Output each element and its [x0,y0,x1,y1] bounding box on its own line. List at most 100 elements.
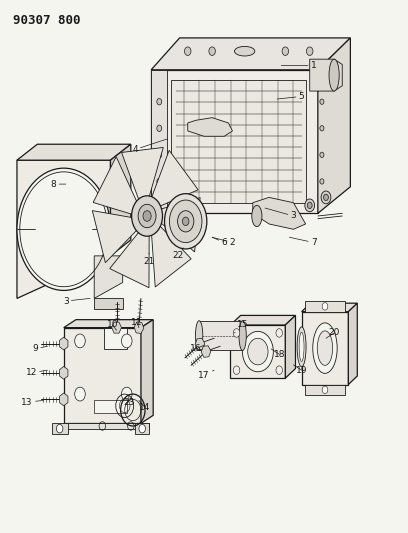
Circle shape [169,200,202,243]
Circle shape [305,199,315,212]
Circle shape [276,329,282,337]
Polygon shape [17,144,131,160]
Circle shape [75,387,85,401]
Circle shape [157,125,162,132]
Circle shape [139,424,145,433]
Text: 4: 4 [132,139,167,154]
Polygon shape [195,338,205,350]
Circle shape [248,338,268,365]
Text: 19: 19 [293,365,307,375]
Circle shape [164,193,207,249]
Polygon shape [112,322,122,333]
Polygon shape [135,423,149,434]
Circle shape [75,334,85,348]
Polygon shape [253,197,306,229]
Text: 5: 5 [277,92,304,101]
Circle shape [157,152,162,158]
Text: 17: 17 [198,370,214,380]
Circle shape [138,204,156,228]
Polygon shape [310,59,342,91]
Circle shape [143,211,151,221]
Text: 11: 11 [131,318,143,328]
Polygon shape [60,393,68,406]
Polygon shape [201,346,211,357]
Text: 2: 2 [212,237,235,247]
Text: 9: 9 [32,344,47,353]
Polygon shape [64,320,153,328]
Polygon shape [152,150,198,206]
Text: 12: 12 [26,368,47,377]
Ellipse shape [299,332,304,361]
Ellipse shape [239,321,246,351]
Polygon shape [348,303,357,384]
Polygon shape [110,233,149,288]
Polygon shape [171,80,306,203]
Circle shape [177,211,194,232]
Circle shape [157,178,162,184]
Text: 23: 23 [123,395,135,407]
Polygon shape [305,384,345,395]
Ellipse shape [235,46,255,56]
Polygon shape [122,148,163,199]
Polygon shape [318,38,350,213]
Circle shape [132,196,162,236]
Polygon shape [94,400,127,413]
Polygon shape [199,321,243,351]
Text: 15: 15 [235,320,248,333]
Circle shape [122,387,132,401]
Text: 21: 21 [144,253,155,265]
Circle shape [320,179,324,184]
Circle shape [320,99,324,104]
Polygon shape [104,328,127,349]
Ellipse shape [252,205,262,227]
Polygon shape [17,160,111,298]
Text: 1: 1 [281,61,317,70]
Text: 90307 800: 90307 800 [13,14,80,27]
Text: 16: 16 [190,344,204,353]
Circle shape [233,329,240,337]
Circle shape [276,366,282,374]
Polygon shape [302,312,348,384]
Polygon shape [92,211,136,263]
Polygon shape [162,198,200,252]
Polygon shape [51,423,68,434]
Text: 22: 22 [172,248,184,260]
Polygon shape [60,367,68,379]
Polygon shape [134,322,144,334]
Text: 6: 6 [212,237,227,247]
Circle shape [17,168,111,290]
Polygon shape [152,227,191,287]
Circle shape [321,191,331,204]
Polygon shape [141,320,153,423]
Polygon shape [64,328,141,423]
Circle shape [242,332,273,372]
Circle shape [122,334,132,348]
Ellipse shape [317,331,333,366]
Circle shape [320,152,324,158]
Circle shape [209,47,215,55]
Circle shape [307,202,312,208]
Ellipse shape [329,59,339,91]
Polygon shape [305,301,345,312]
Polygon shape [111,144,131,256]
Circle shape [182,217,189,225]
Polygon shape [51,423,149,429]
Circle shape [306,47,313,55]
Polygon shape [151,70,167,213]
Polygon shape [151,38,350,70]
Polygon shape [231,316,295,325]
Polygon shape [94,298,123,309]
Circle shape [157,99,162,105]
Polygon shape [231,325,285,378]
Circle shape [282,47,288,55]
Text: 7: 7 [289,237,317,247]
Polygon shape [302,303,357,312]
Text: 20: 20 [326,328,340,338]
Text: 3: 3 [265,208,296,221]
Polygon shape [285,316,295,378]
Polygon shape [188,118,233,136]
Text: 8: 8 [51,180,66,189]
Circle shape [233,366,240,374]
Ellipse shape [195,321,203,351]
Polygon shape [93,157,137,214]
